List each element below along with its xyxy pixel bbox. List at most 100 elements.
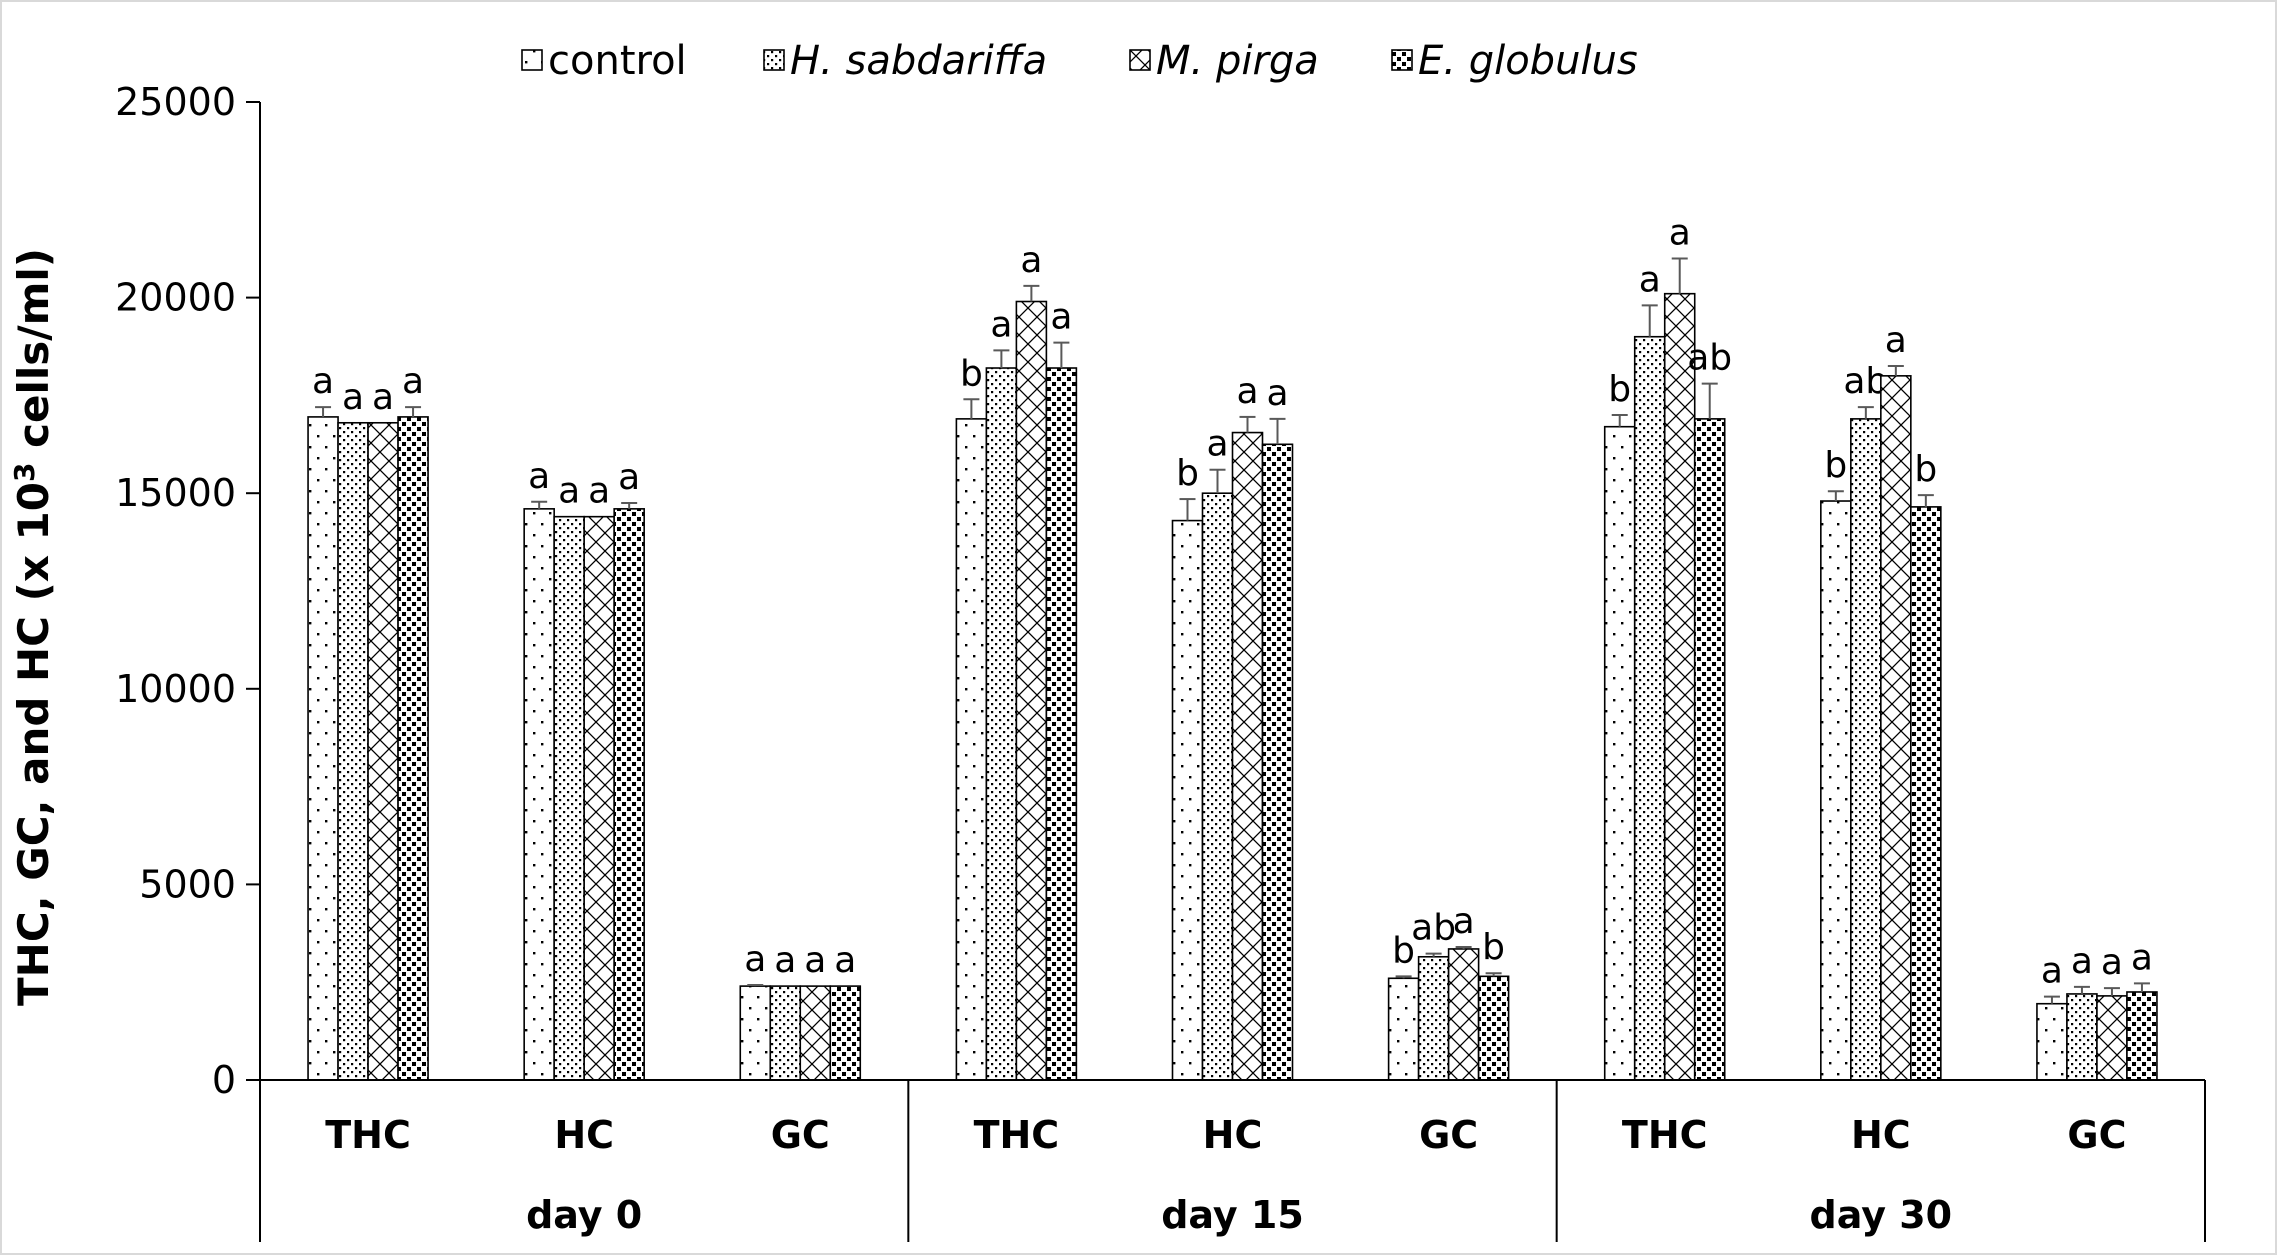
- significance-letter: a: [588, 471, 610, 512]
- bar: [829, 985, 862, 1081]
- bar: [613, 508, 645, 1081]
- significance-letter: a: [744, 939, 766, 980]
- x-tick-label: GC: [771, 1113, 830, 1157]
- legend-swatch: [1391, 49, 1413, 71]
- significance-letter: b: [1392, 930, 1415, 971]
- legend-label: M. pirga: [1156, 38, 1319, 84]
- significance-letter: a: [1266, 373, 1288, 414]
- bar: [1477, 975, 1510, 1081]
- significance-letter: a: [804, 940, 826, 981]
- legend-label: E. globulus: [1418, 38, 1638, 84]
- group-label: day 15: [1161, 1193, 1304, 1237]
- bar: [1447, 948, 1480, 1081]
- legend-label: control: [548, 38, 687, 84]
- group-label: day 30: [1810, 1193, 1953, 1237]
- significance-letter: b: [960, 353, 983, 394]
- significance-letter: a: [990, 304, 1012, 345]
- bar: [1633, 335, 1666, 1081]
- bar: [1603, 425, 1636, 1081]
- x-tick-label: THC: [974, 1113, 1060, 1157]
- bar: [553, 515, 585, 1081]
- bar: [523, 508, 555, 1081]
- y-tick-label: 0: [212, 1058, 236, 1102]
- bar: [1693, 418, 1726, 1081]
- legend: control H. sabdariffa M. pirga E. globulus: [521, 38, 1638, 84]
- y-tick-label: 15000: [115, 471, 236, 515]
- significance-letter: a: [1669, 212, 1691, 253]
- significance-letter: a: [618, 457, 640, 498]
- bar: [2096, 995, 2128, 1081]
- bar: [2066, 993, 2098, 1081]
- bar: [1231, 431, 1264, 1081]
- bar: [397, 416, 429, 1081]
- significance-letter: a: [1020, 240, 1042, 281]
- significance-letter: a: [774, 940, 796, 981]
- significance-letter: a: [342, 377, 364, 418]
- bar: [739, 985, 772, 1081]
- bar: [337, 421, 369, 1081]
- significance-letter: b: [1176, 453, 1199, 494]
- x-tick-label: GC: [1419, 1113, 1478, 1157]
- bar: [2126, 991, 2158, 1081]
- significance-letter: a: [1885, 320, 1907, 361]
- bar: [1820, 500, 1852, 1081]
- y-tick-label: 10000: [115, 667, 236, 711]
- significance-letter: a: [2101, 942, 2123, 983]
- bar: [1850, 418, 1882, 1081]
- group-label: day 0: [526, 1193, 642, 1237]
- significance-letter: ab: [1687, 338, 1732, 379]
- x-tick-label: HC: [1203, 1113, 1263, 1157]
- bar: [1387, 977, 1420, 1081]
- legend-swatch: [763, 49, 785, 71]
- x-tick-label: GC: [2067, 1113, 2126, 1157]
- y-axis: 0 5000 10000 15000 20000 25000: [115, 80, 261, 1242]
- bar: [307, 416, 339, 1081]
- bar: [1417, 955, 1450, 1081]
- significance-letter: a: [834, 940, 856, 981]
- bar: [1663, 292, 1696, 1081]
- significance-letter: b: [1824, 445, 1847, 486]
- x-axis: THC HC GC THC HC GC THC HC GC day 0 day 15 day 30: [259, 1079, 2206, 1242]
- bar: [1201, 492, 1234, 1081]
- y-tick-label: 25000: [115, 80, 236, 124]
- significance-letter: a: [1236, 371, 1258, 412]
- bar: [955, 418, 988, 1081]
- legend-label: H. sabdariffa: [790, 38, 1047, 84]
- bar: [985, 367, 1018, 1081]
- bar: [1880, 375, 1912, 1081]
- bar: [1261, 443, 1294, 1081]
- x-tick-label: HC: [1851, 1113, 1911, 1157]
- bar: [367, 421, 399, 1081]
- x-tick-label: THC: [1622, 1113, 1708, 1157]
- significance-letter: b: [1608, 369, 1631, 410]
- bar: [583, 515, 615, 1081]
- bar: [799, 985, 832, 1081]
- significance-letter: a: [2041, 951, 2063, 992]
- y-axis-title: THC, GC, and HC (x 103 cells/ml): [8, 248, 58, 1006]
- bar: [1015, 300, 1048, 1081]
- bar: [1045, 367, 1078, 1081]
- significance-letter: a: [1453, 901, 1475, 942]
- legend-swatch: [1129, 49, 1151, 71]
- bar: [2036, 1002, 2068, 1081]
- y-tick-label: 20000: [115, 276, 236, 320]
- significance-letter: a: [1050, 297, 1072, 338]
- significance-letter: a: [558, 471, 580, 512]
- significance-letter: a: [2071, 941, 2093, 982]
- significance-letter: a: [1206, 424, 1228, 465]
- y-tick-label: 5000: [139, 862, 236, 906]
- x-tick-label: THC: [325, 1113, 411, 1157]
- bar: [1171, 519, 1204, 1081]
- bar: [769, 985, 802, 1081]
- bar: [1910, 506, 1942, 1081]
- significance-letter: a: [1639, 259, 1661, 300]
- x-tick-label: HC: [554, 1113, 614, 1157]
- significance-letter: b: [1914, 449, 1937, 490]
- significance-letter: ab: [1411, 908, 1456, 949]
- significance-letter: a: [2131, 937, 2153, 978]
- legend-swatch: [521, 49, 543, 71]
- significance-letter: a: [528, 456, 550, 497]
